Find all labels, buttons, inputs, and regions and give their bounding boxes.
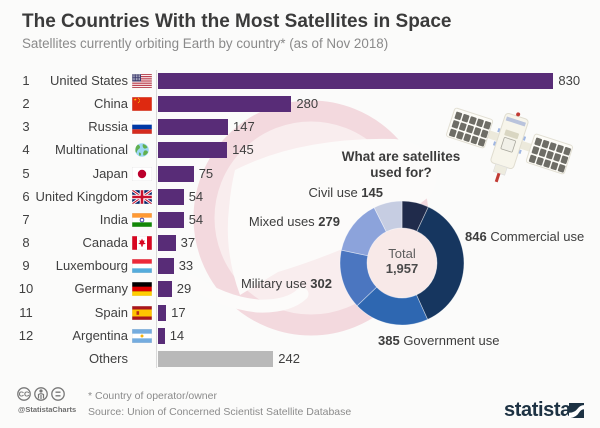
svg-text:CC: CC bbox=[19, 390, 30, 399]
